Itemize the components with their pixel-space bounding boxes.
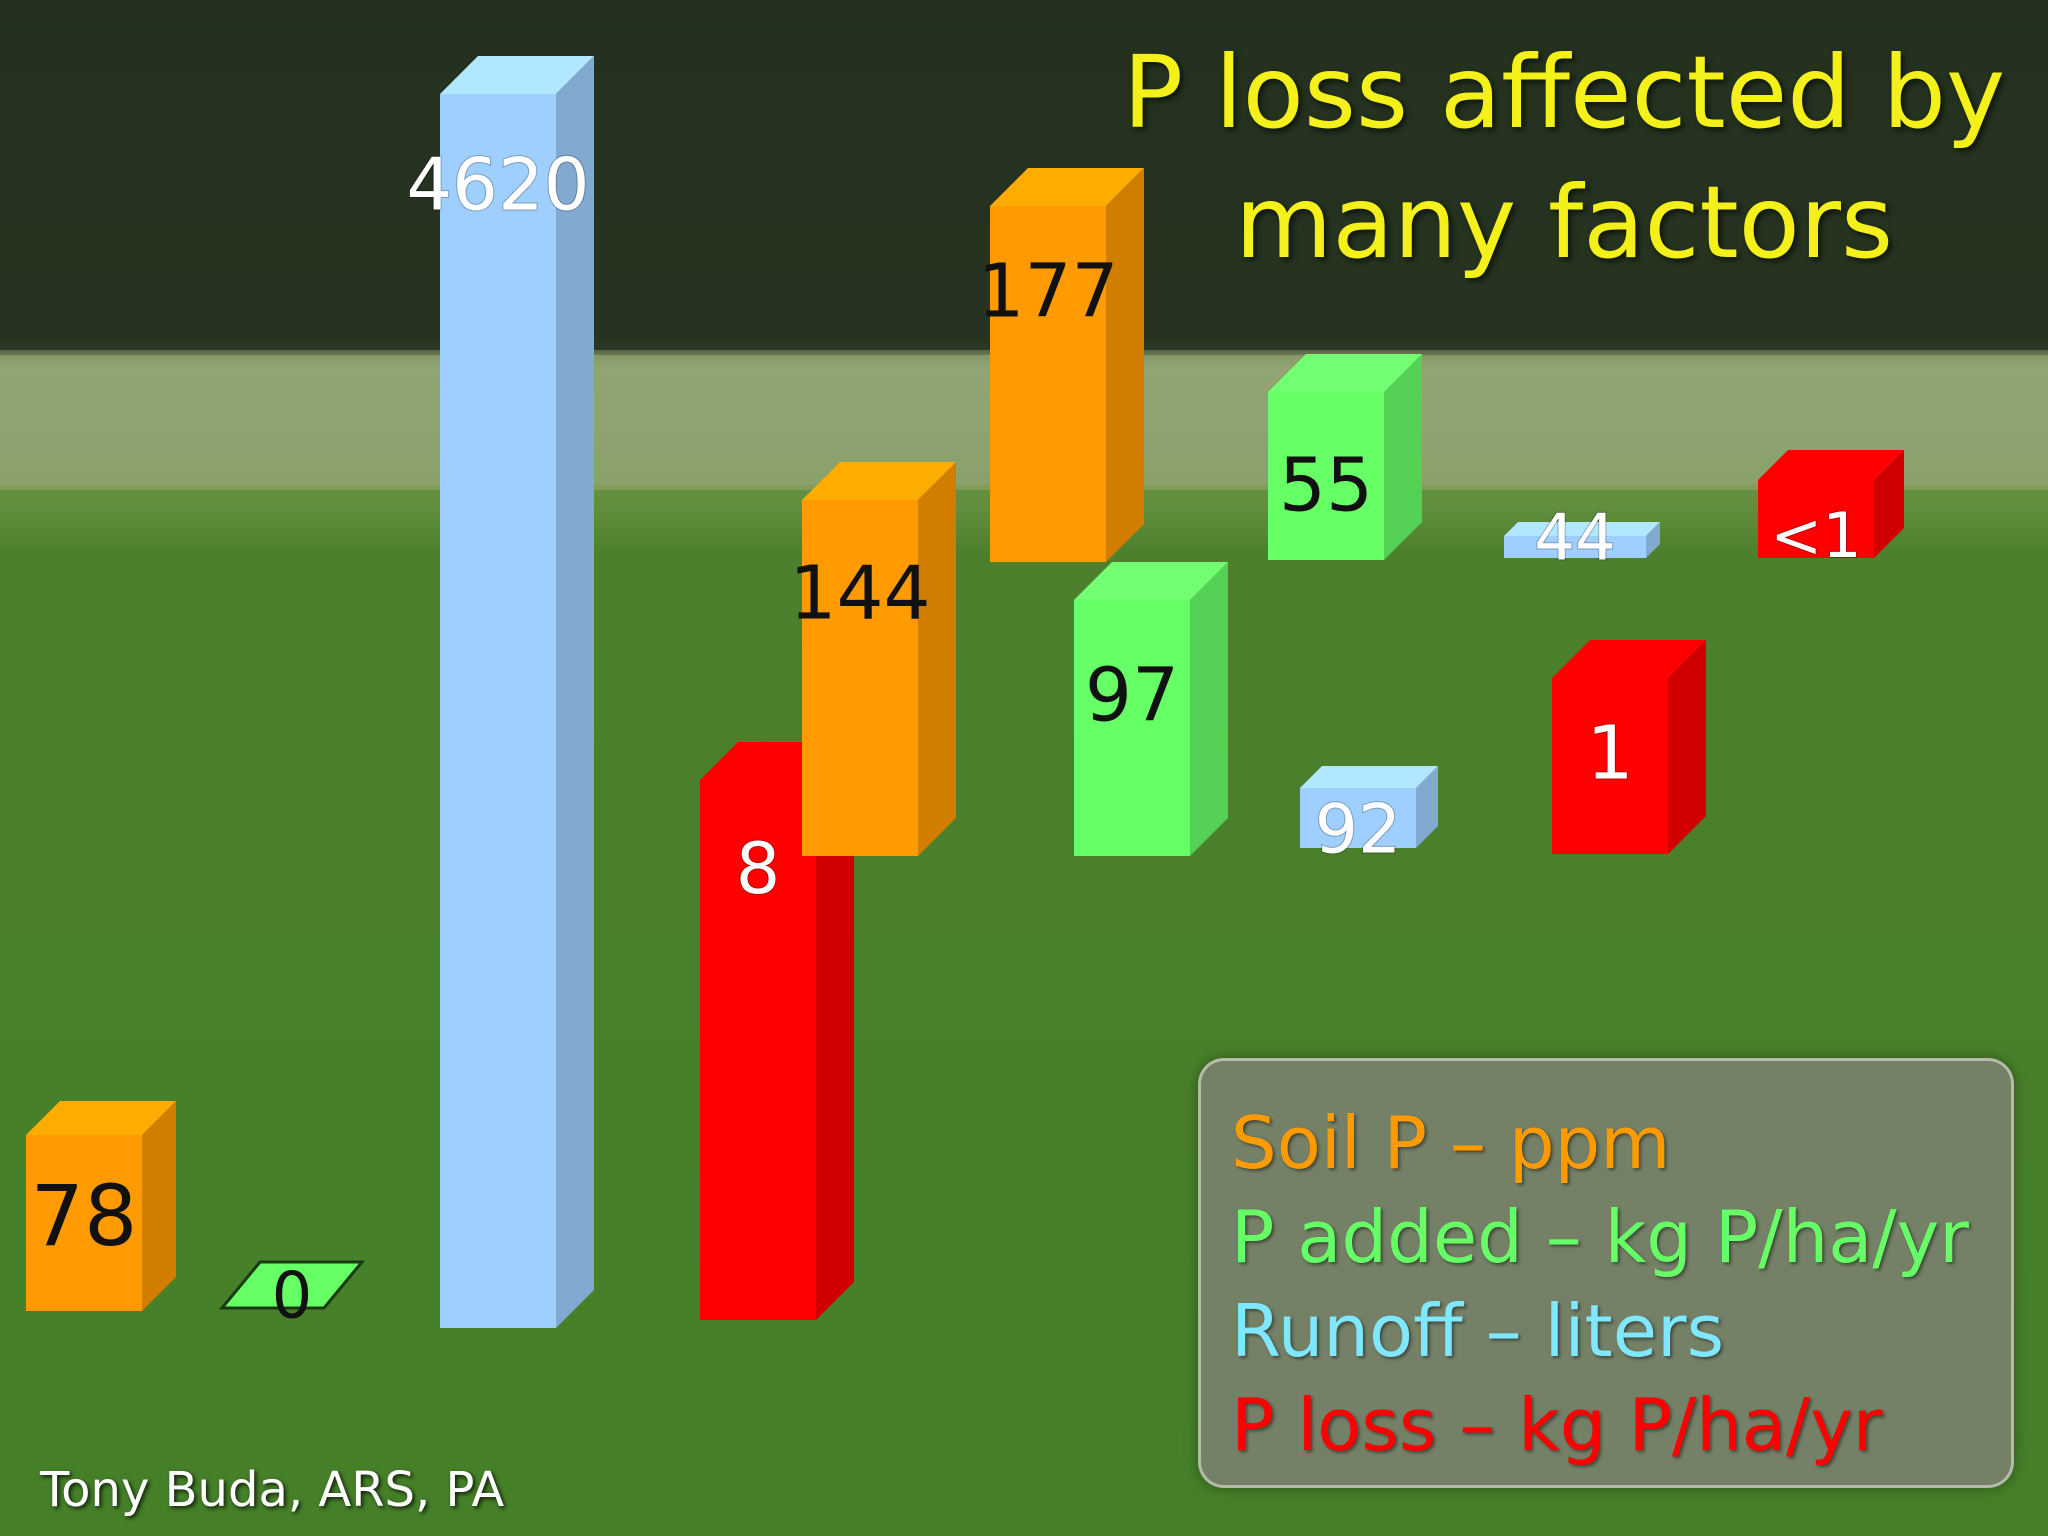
- legend-item-p-loss: P loss – kg P/ha/yr: [1231, 1383, 1883, 1467]
- bar-5-top: [802, 462, 956, 500]
- bar-3-side: [556, 56, 594, 1328]
- bar-8-label: 55: [1279, 443, 1373, 529]
- bar-7-side: [1190, 562, 1228, 856]
- legend-item-runoff: Runoff – liters: [1231, 1289, 1725, 1373]
- bar-1: 78: [26, 1101, 176, 1311]
- bar-4: 8: [700, 742, 854, 1320]
- bars-layer: 78 0 4620 8 144 177 97 55 92 44 1 <1: [26, 56, 1904, 1334]
- bar-2: 0: [218, 1260, 366, 1334]
- bar-7-label: 97: [1085, 653, 1179, 739]
- bar-11-front: [1552, 678, 1668, 854]
- bar-4-side: [816, 742, 854, 1320]
- bar-6-side: [1106, 168, 1144, 562]
- photo-credit: Tony Buda, ARS, PA: [40, 1462, 505, 1518]
- bar-10-front: [1504, 536, 1646, 558]
- bar-7: 97: [1074, 562, 1228, 856]
- bar-10-top: [1504, 522, 1660, 536]
- bar-1-label: 78: [31, 1167, 138, 1265]
- bar-10-label: 44: [1534, 502, 1615, 576]
- bar-4-label: 8: [736, 828, 781, 910]
- bar-2-face: [218, 1260, 366, 1310]
- bar-3-front: [440, 94, 556, 1328]
- bar-12-side: [1874, 450, 1904, 558]
- chart-title-line2: many factors: [1234, 164, 1894, 281]
- bar-10-side: [1646, 522, 1660, 558]
- bar-5-side: [918, 462, 956, 856]
- bar-5-front: [802, 500, 918, 856]
- bar-1-front: [26, 1135, 142, 1311]
- bar-6-label: 177: [977, 249, 1118, 335]
- bar-7-front: [1074, 600, 1190, 856]
- bar-2-label: 0: [272, 1260, 313, 1334]
- legend-item-soil-p: Soil P – ppm: [1231, 1101, 1671, 1185]
- bar-6-front: [990, 206, 1106, 562]
- bar-12: <1: [1758, 450, 1904, 573]
- bar-11-top: [1552, 640, 1706, 678]
- bar-9-label: 92: [1315, 791, 1402, 870]
- bar-7-top: [1074, 562, 1228, 600]
- bar-9: 92: [1300, 766, 1438, 871]
- bar-11: 1: [1552, 640, 1706, 854]
- bar-9-side: [1416, 766, 1438, 848]
- bar-12-label: <1: [1770, 499, 1861, 572]
- bar-8-side: [1384, 354, 1422, 560]
- bar-1-top: [26, 1101, 176, 1135]
- bar-11-label: 1: [1586, 711, 1633, 797]
- legend: Soil P – ppm P added – kg P/ha/yr Runoff…: [1198, 1058, 2014, 1488]
- bar-6-top: [990, 168, 1144, 206]
- bar-4-front: [700, 780, 816, 1320]
- bar-8-top: [1268, 354, 1422, 392]
- bar-5: 144: [789, 462, 956, 856]
- bar-3-top: [440, 56, 594, 94]
- chart-title: P loss affected by many factors: [1104, 28, 2024, 288]
- bar-3: 4620: [405, 56, 594, 1328]
- bar-8-front: [1268, 392, 1384, 560]
- bar-12-front: [1758, 480, 1874, 558]
- bar-8: 55: [1268, 354, 1422, 560]
- bar-9-top: [1300, 766, 1438, 788]
- bar-1-side: [142, 1101, 176, 1311]
- bar-9-front: [1300, 788, 1416, 848]
- bar-6: 177: [977, 168, 1144, 562]
- bar-11-side: [1668, 640, 1706, 854]
- chart-title-line1: P loss affected by: [1122, 34, 2006, 151]
- bar-10: 44: [1504, 501, 1660, 577]
- bar-3-label: 4620: [406, 143, 589, 227]
- legend-item-p-added: P added – kg P/ha/yr: [1231, 1195, 1969, 1279]
- bar-5-label: 144: [789, 551, 930, 637]
- bar-12-top: [1758, 450, 1904, 480]
